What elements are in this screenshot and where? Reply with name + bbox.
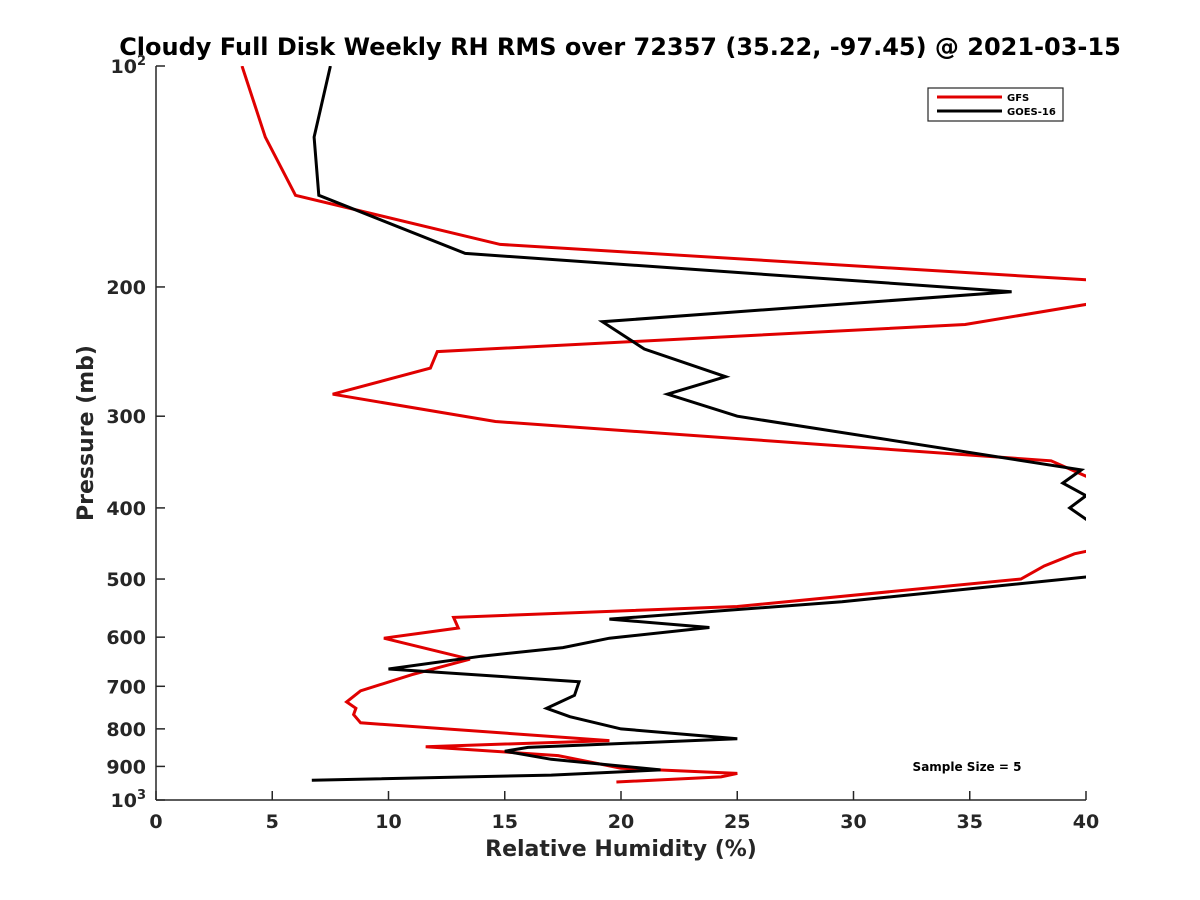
x-tick-label: 0 (149, 811, 162, 833)
legend: GFS GOES-16 (927, 87, 1064, 122)
x-ticks: 0 5 10 15 20 25 30 35 40 (149, 791, 1099, 833)
y-tick-label: 400 (106, 498, 146, 520)
x-tick-label: 25 (724, 811, 750, 833)
legend-label-gfs: GFS (1007, 93, 1029, 104)
y-tick-label: 500 (106, 569, 146, 591)
y-tick-label: 300 (106, 406, 146, 428)
series-line-gfs (240, 66, 1086, 784)
legend-box (927, 87, 1064, 122)
legend-label-goes16: GOES-16 (1007, 107, 1056, 118)
y-tick-label: 102 (111, 54, 147, 78)
chart-title: Cloudy Full Disk Weekly RH RMS over 7235… (119, 33, 1121, 61)
series-layer (240, 66, 1086, 784)
y-tick-base: 10 (111, 56, 137, 78)
x-tick-label: 15 (492, 811, 518, 833)
x-tick-label: 30 (840, 811, 866, 833)
series-line-goes16 (311, 66, 1086, 782)
y-tick-label: 200 (106, 277, 146, 299)
x-tick-label: 40 (1073, 811, 1099, 833)
y-tick-label: 900 (106, 756, 146, 778)
y-axis-label: Pressure (mb) (74, 345, 99, 521)
y-tick-exponent: 2 (137, 54, 146, 69)
x-tick-label: 35 (957, 811, 983, 833)
y-tick-label: 103 (111, 788, 147, 812)
x-tick-label: 20 (608, 811, 634, 833)
x-tick-label: 10 (375, 811, 401, 833)
y-tick-label: 600 (106, 627, 146, 649)
y-tick-label: 700 (106, 676, 146, 698)
x-tick-label: 5 (266, 811, 279, 833)
y-tick-exponent: 3 (137, 788, 146, 803)
y-tick-base: 10 (111, 790, 137, 812)
sample-size-annotation: Sample Size = 5 (913, 760, 1022, 774)
y-tick-label: 800 (106, 719, 146, 741)
x-axis-label: Relative Humidity (%) (485, 837, 757, 862)
